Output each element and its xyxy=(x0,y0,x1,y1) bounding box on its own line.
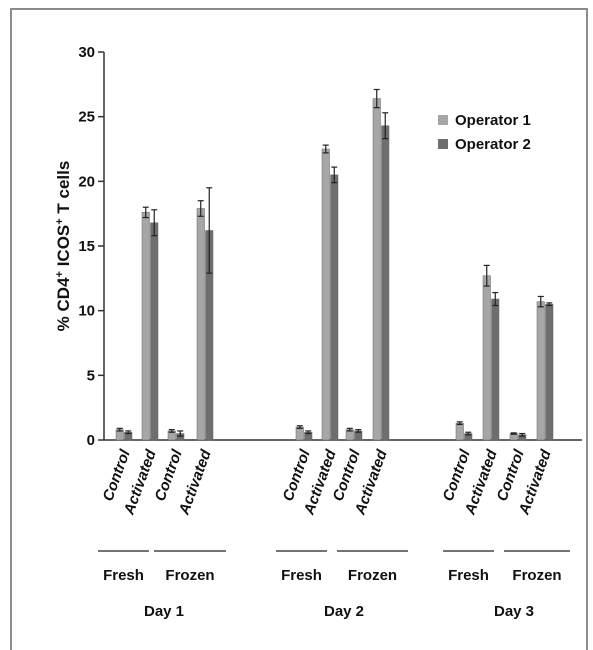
y-tick-label: 15 xyxy=(78,238,95,255)
y-axis-label-part: % CD4 xyxy=(54,277,73,331)
bar xyxy=(141,212,150,441)
bar xyxy=(491,298,500,441)
bar xyxy=(196,208,205,441)
sample-group-label: Fresh xyxy=(281,567,322,584)
y-axis-label-superscript: + xyxy=(54,271,66,277)
bar xyxy=(295,426,304,441)
bar xyxy=(321,148,330,441)
legend-label: Operator 2 xyxy=(455,136,531,153)
y-axis-label-part: ICOS xyxy=(54,225,73,271)
sample-group-label: Frozen xyxy=(348,567,397,584)
bar xyxy=(381,125,390,441)
bar xyxy=(545,303,554,441)
y-tick-label: 10 xyxy=(78,303,95,320)
legend-swatch xyxy=(438,115,448,125)
y-tick-label: 5 xyxy=(87,367,95,384)
legend-label: Operator 1 xyxy=(455,112,531,129)
sample-group-label: Frozen xyxy=(512,567,561,584)
sample-group-label: Frozen xyxy=(165,567,214,584)
y-tick-label: 20 xyxy=(78,173,95,190)
y-tick-label: 0 xyxy=(87,432,95,449)
day-label: Day 2 xyxy=(324,603,364,620)
y-tick-label: 25 xyxy=(78,109,95,126)
figure-frame xyxy=(10,8,588,650)
day-label: Day 1 xyxy=(144,603,184,620)
y-axis-label-superscript: + xyxy=(54,218,66,224)
y-axis-label-part: T cells xyxy=(54,161,73,219)
bar xyxy=(482,275,491,441)
legend-swatch xyxy=(438,139,448,149)
bar xyxy=(330,174,339,441)
day-label: Day 3 xyxy=(494,603,534,620)
y-axis-label: % CD4+ ICOS+ T cells xyxy=(54,161,73,332)
y-tick-label: 30 xyxy=(78,44,95,61)
bar xyxy=(150,222,159,441)
sample-group-label: Fresh xyxy=(448,567,489,584)
bar xyxy=(372,98,381,441)
bar xyxy=(536,301,545,441)
sample-group-label: Fresh xyxy=(103,567,144,584)
bar xyxy=(455,422,464,441)
